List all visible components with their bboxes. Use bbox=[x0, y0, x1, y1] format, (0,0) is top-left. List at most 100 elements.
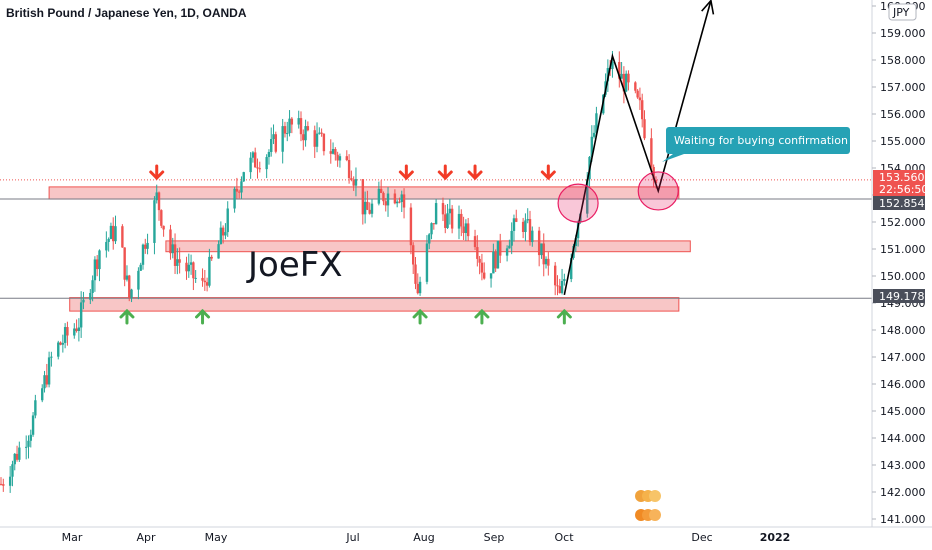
candle-body bbox=[201, 277, 204, 281]
candle-body bbox=[611, 61, 614, 69]
candle-body bbox=[398, 201, 401, 203]
candle-body bbox=[107, 238, 110, 242]
candle-body bbox=[137, 270, 140, 290]
candle bbox=[173, 233, 177, 274]
candle-body bbox=[409, 207, 413, 246]
candle bbox=[334, 147, 337, 161]
candle bbox=[240, 176, 243, 199]
projection-path bbox=[563, 0, 712, 296]
candle bbox=[50, 351, 53, 367]
candle bbox=[553, 262, 557, 296]
candle-body bbox=[553, 265, 557, 286]
candle-body bbox=[25, 446, 28, 448]
resistance-arrow-icon bbox=[540, 164, 556, 181]
candle bbox=[363, 191, 367, 224]
candle-body bbox=[91, 280, 94, 293]
candle-body bbox=[643, 119, 646, 139]
candle-body bbox=[205, 282, 209, 286]
candle bbox=[288, 110, 291, 137]
candle-body bbox=[29, 434, 32, 441]
candle-body bbox=[304, 126, 307, 141]
candle-body bbox=[318, 132, 321, 134]
candle-body bbox=[636, 90, 639, 98]
candle bbox=[45, 363, 49, 388]
candle bbox=[15, 445, 19, 462]
candle bbox=[194, 270, 197, 283]
candle bbox=[489, 273, 493, 288]
candle bbox=[274, 131, 278, 154]
price-tick-label: 159.000 bbox=[880, 27, 926, 40]
candle-body bbox=[521, 221, 525, 233]
candle-body bbox=[160, 210, 163, 226]
level-upper-value: 152.854 bbox=[879, 197, 925, 210]
candle-body bbox=[194, 277, 197, 279]
candle-body bbox=[18, 447, 21, 460]
candle-body bbox=[98, 250, 101, 270]
candle bbox=[540, 243, 543, 259]
time-tick-label: Oct bbox=[554, 531, 574, 544]
level-upper-tag: 152.854 bbox=[873, 196, 925, 210]
candle-body bbox=[432, 223, 436, 225]
callout-box[interactable]: Waiting for buying confirmation bbox=[662, 127, 850, 162]
candle-body bbox=[428, 234, 431, 244]
support-arrow-icon bbox=[474, 308, 490, 325]
candle-body bbox=[192, 262, 195, 279]
candle bbox=[524, 213, 527, 242]
candle bbox=[270, 127, 273, 157]
candle-body bbox=[237, 191, 241, 193]
candle bbox=[256, 158, 259, 179]
candle bbox=[528, 210, 532, 246]
time-axis[interactable]: Mar Apr May Jul Aug Sep Oct Dec 2022 bbox=[0, 526, 932, 544]
candle-body bbox=[393, 193, 397, 204]
candle-body bbox=[395, 201, 399, 204]
time-tick-label: 2022 bbox=[760, 531, 791, 544]
candle bbox=[322, 133, 326, 156]
candle bbox=[189, 254, 193, 275]
candle-body bbox=[412, 245, 415, 265]
candle bbox=[162, 225, 165, 237]
candle bbox=[336, 151, 339, 167]
candle-body bbox=[512, 218, 516, 231]
candle bbox=[368, 202, 371, 215]
plot-area[interactable] bbox=[0, 0, 872, 527]
highlight-circle bbox=[637, 171, 679, 211]
candle bbox=[47, 351, 51, 388]
candle-body bbox=[654, 180, 658, 184]
candle bbox=[160, 209, 163, 229]
candle-body bbox=[460, 213, 463, 227]
candle bbox=[313, 125, 316, 158]
candle bbox=[176, 248, 179, 275]
candle-body bbox=[153, 200, 156, 243]
currency-badge-label: JPY bbox=[892, 6, 910, 19]
horizontal-levels-layer bbox=[0, 179, 872, 299]
candle-body bbox=[320, 132, 323, 134]
candle-body bbox=[322, 133, 326, 152]
price-tick-label: 152.000 bbox=[880, 216, 926, 229]
candle bbox=[515, 209, 518, 223]
candle-body bbox=[13, 453, 16, 465]
price-axis[interactable]: 160.000159.000158.000157.000156.000155.0… bbox=[871, 0, 926, 527]
candle bbox=[299, 111, 303, 142]
resistance-arrow-icon bbox=[398, 164, 414, 181]
candle bbox=[398, 197, 401, 204]
candle bbox=[418, 276, 422, 296]
candle bbox=[531, 226, 534, 247]
candle bbox=[428, 233, 431, 250]
currency-badge[interactable]: JPY bbox=[888, 3, 917, 21]
price-tick-label: 150.000 bbox=[880, 270, 926, 283]
candle bbox=[2, 478, 5, 492]
candle bbox=[41, 384, 44, 403]
candle bbox=[121, 224, 124, 248]
candle bbox=[237, 189, 241, 199]
candle bbox=[130, 288, 133, 303]
candle bbox=[219, 221, 223, 245]
candle bbox=[370, 199, 374, 218]
candle bbox=[338, 153, 342, 168]
candle-body bbox=[478, 258, 481, 263]
candle bbox=[537, 226, 541, 267]
candle bbox=[217, 240, 220, 259]
candle bbox=[128, 274, 131, 302]
candle bbox=[11, 460, 14, 487]
candle bbox=[441, 197, 445, 222]
